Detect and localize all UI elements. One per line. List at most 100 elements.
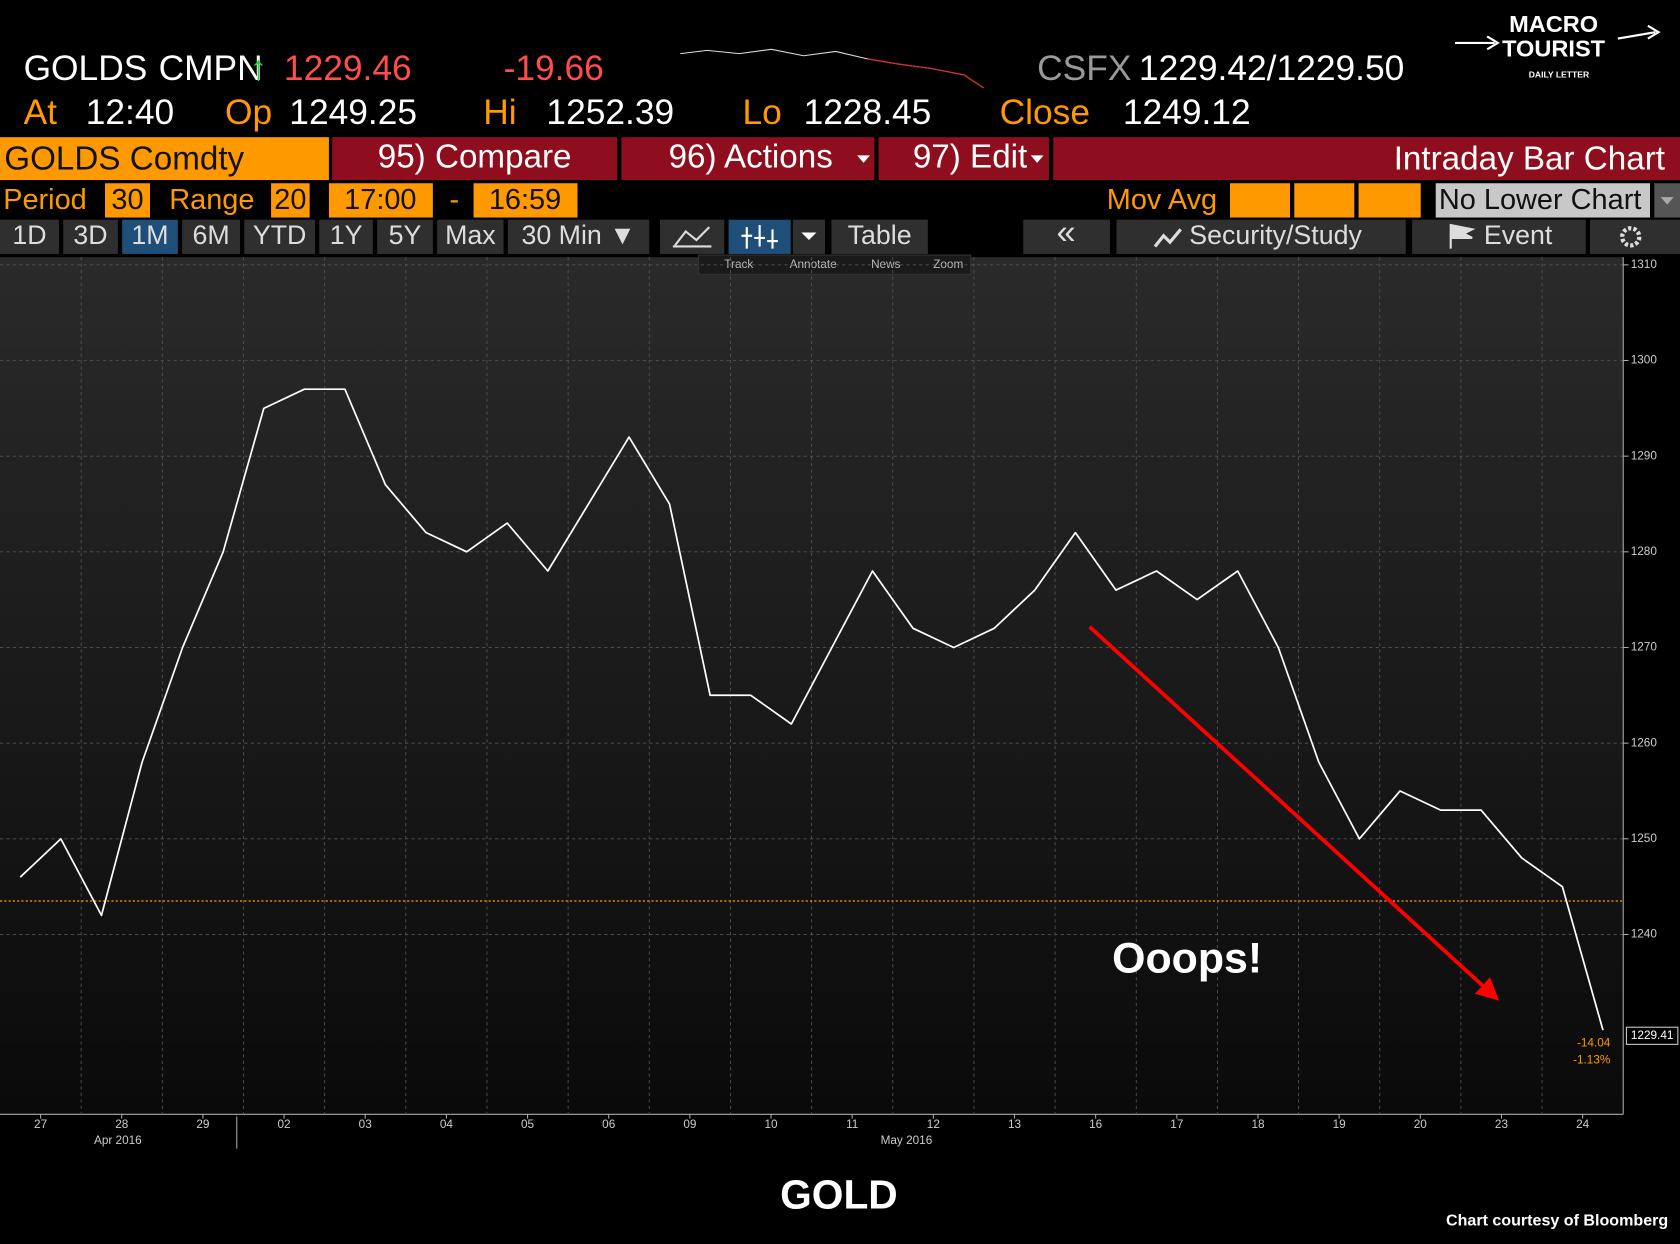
gear-icon — [1620, 226, 1642, 248]
input-box[interactable] — [271, 183, 310, 218]
x-tick-label: 19 — [1333, 1118, 1346, 1131]
dropdown-caret — [1030, 155, 1044, 163]
low-label: Lo — [743, 93, 782, 132]
header: GOLDS CMPN ↑ 1229.46 -19.66 CSFX 1229.42… — [24, 48, 1404, 132]
tab-label[interactable]: 1Y — [330, 220, 363, 250]
bar-icon — [741, 225, 778, 249]
back-button[interactable] — [1023, 219, 1110, 254]
tab-label[interactable]: 30 Min ▼ — [521, 220, 635, 250]
x-tick-label: 20 — [1414, 1118, 1428, 1131]
edit[interactable]: 97) Edit — [913, 138, 1027, 175]
x-tick-label: 16 — [1089, 1118, 1103, 1131]
event[interactable]: Event — [1484, 220, 1553, 250]
tab[interactable] — [319, 219, 373, 254]
tab[interactable] — [437, 219, 504, 254]
tab[interactable] — [182, 219, 240, 254]
y-tick-label: 1300 — [1631, 354, 1658, 367]
input-box[interactable] — [1358, 183, 1421, 218]
dropdown-caret — [801, 232, 817, 241]
title-bar — [1053, 137, 1680, 181]
tab[interactable] — [377, 219, 433, 254]
tab-label[interactable]: Max — [445, 220, 496, 250]
tab[interactable] — [122, 219, 178, 254]
x-tick-label: 06 — [602, 1118, 616, 1131]
start-time[interactable]: 17:00 — [344, 184, 416, 216]
back[interactable]: « — [1057, 214, 1076, 252]
range-label: Range — [169, 184, 254, 216]
tool[interactable]: Track — [724, 258, 753, 271]
range[interactable]: 20 — [274, 184, 306, 216]
input-box[interactable] — [473, 183, 578, 218]
x-tick-label: 11 — [846, 1118, 858, 1131]
quote-source: CSFX — [1037, 49, 1131, 88]
month-label: Apr 2016 — [94, 1134, 142, 1147]
open-label: Op — [225, 93, 272, 132]
input-box[interactable] — [328, 183, 433, 218]
tab-label[interactable]: 3D — [73, 220, 107, 250]
chart-title: GOLD — [780, 1172, 898, 1218]
last-value: 1229.41 — [1631, 1029, 1674, 1042]
input-box[interactable] — [105, 183, 150, 218]
line-icon — [672, 226, 712, 248]
high-label: Hi — [483, 93, 516, 132]
input-box[interactable] — [1294, 183, 1355, 218]
annotation-arrow — [1088, 625, 1500, 1001]
x-tick-label: 02 — [278, 1118, 291, 1131]
security-study[interactable]: Security/Study — [1189, 220, 1362, 250]
y-tick-label: 1310 — [1631, 258, 1658, 271]
tool[interactable]: Zoom — [933, 258, 963, 271]
logo: MACRO TOURIST DAILY LETTER — [1455, 11, 1661, 79]
compare[interactable]: 95) Compare — [378, 138, 572, 175]
change-label: -14.04 — [1577, 1036, 1611, 1049]
last-value-box — [1625, 1026, 1679, 1045]
open: 1249.25 — [289, 93, 417, 132]
security: GOLDS Comdty — [4, 141, 244, 178]
end-time[interactable]: 16:59 — [489, 184, 561, 216]
chart-kind: Intraday Bar Chart — [1394, 141, 1665, 178]
x-tick-label: 10 — [764, 1118, 778, 1131]
source: CMPN — [159, 49, 263, 88]
tab[interactable] — [0, 219, 59, 254]
low: 1228.45 — [804, 93, 932, 132]
event-button[interactable] — [1412, 219, 1586, 254]
x-tick-label: 05 — [521, 1118, 535, 1131]
x-tick-label: 17 — [1170, 1118, 1183, 1131]
tab-bar: Table « Security/Study Event 1D 3D 1M 6M YTD… — [0, 214, 1680, 254]
tab-label[interactable]: 1M — [131, 220, 168, 250]
up-arrow: ↑ — [250, 49, 268, 88]
tool[interactable]: Annotate — [790, 258, 838, 271]
settings-button[interactable] — [1590, 219, 1680, 254]
flag-icon — [1449, 223, 1476, 249]
tab-label[interactable]: 1D — [12, 220, 46, 250]
actions-button[interactable] — [621, 137, 875, 181]
period[interactable]: 30 — [111, 184, 143, 216]
actions[interactable]: 96) Actions — [669, 138, 833, 175]
edit-button[interactable] — [878, 137, 1049, 181]
period-label: Period — [3, 184, 87, 216]
lower-chart-box[interactable] — [1435, 183, 1650, 218]
tab-label[interactable]: 6M — [192, 220, 229, 250]
tab-label[interactable]: 5Y — [389, 220, 422, 250]
time: 12:40 — [86, 93, 174, 132]
dash: - — [449, 184, 459, 216]
tab[interactable] — [244, 219, 315, 254]
table[interactable]: Table — [848, 220, 912, 250]
input-box[interactable] — [1230, 183, 1290, 218]
logo-arrows — [1455, 24, 1661, 51]
logo-line: TOURIST — [1502, 36, 1606, 62]
tab[interactable] — [507, 219, 650, 254]
table-button[interactable] — [831, 219, 928, 254]
at-label: At — [24, 93, 58, 132]
tab[interactable] — [63, 219, 118, 254]
x-tick-label: 04 — [440, 1118, 454, 1131]
x-tick-label: 27 — [34, 1118, 47, 1131]
tab-label[interactable]: YTD — [253, 220, 307, 250]
x-tick-label: 13 — [1008, 1118, 1022, 1131]
lower-chart[interactable]: No Lower Chart — [1439, 184, 1641, 216]
tool[interactable]: News — [871, 258, 901, 271]
annotation: Ooops! — [1112, 934, 1262, 982]
compare-button[interactable] — [332, 137, 618, 181]
